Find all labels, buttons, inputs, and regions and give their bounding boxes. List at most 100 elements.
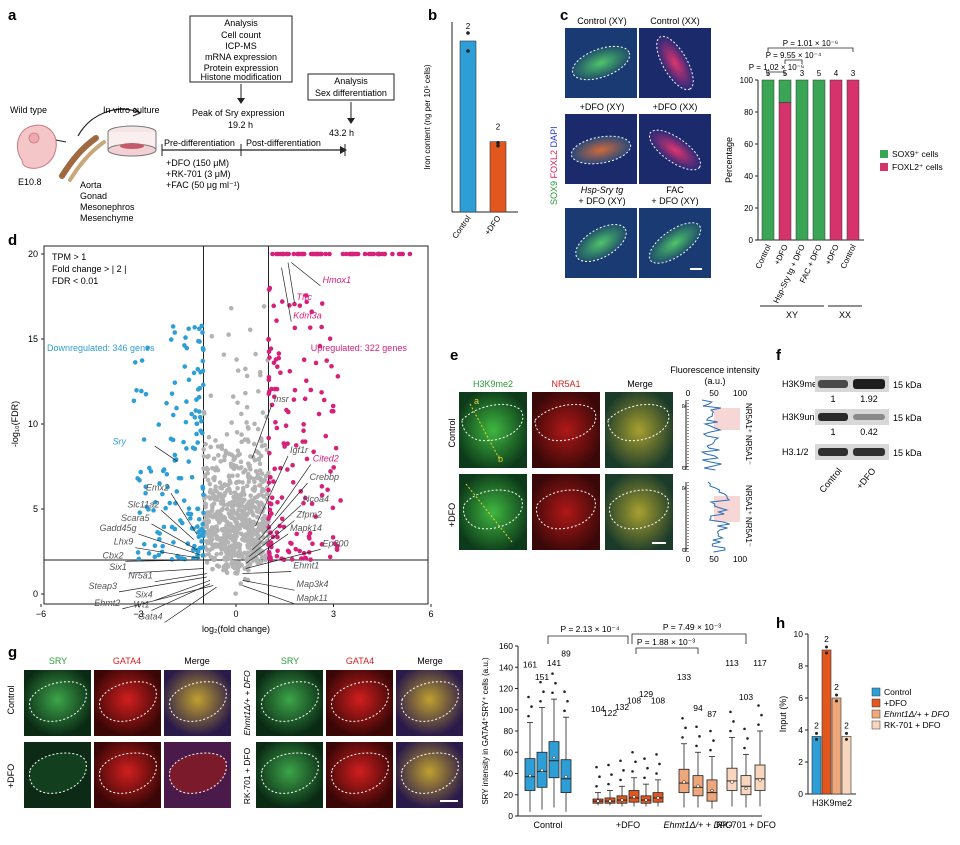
d-point-ns (231, 457, 236, 463)
d-point-ns (258, 551, 264, 557)
c-legend-swatch-foxl2 (880, 163, 888, 171)
panel-g-images: SRY GATA4 Merge Control +DFO SRY GATA4 M… (6, 656, 463, 808)
d-point-down (132, 360, 138, 365)
d-gene-left-10: Wt1 (133, 600, 149, 610)
d-point-up (283, 423, 289, 428)
d-leader-left-11 (122, 585, 214, 610)
e-fi-b-control: b (680, 466, 687, 470)
d-point-down (201, 347, 206, 353)
d-criteria-2: FDR < 0.01 (52, 276, 98, 286)
wild-type-label: Wild type (10, 105, 47, 115)
c-n-3: 5 (817, 69, 822, 78)
h-point2-1 (825, 651, 828, 655)
d-point-ns (240, 499, 246, 504)
d-point-ns (203, 441, 208, 447)
d-point-down (183, 335, 188, 340)
d-point-up-capped (291, 251, 297, 257)
g-outlier-12 (712, 739, 715, 742)
d-point-down (190, 445, 196, 451)
d-point-up (319, 301, 325, 306)
d-gene-left-2: Scara5 (121, 513, 151, 523)
d-point-up (279, 299, 285, 304)
g-outlier-8 (646, 766, 649, 770)
d-point-ns (265, 533, 271, 539)
d-point-ns (242, 504, 248, 510)
treatment-fac: +FAC (50 μg ml⁻¹) (166, 180, 240, 190)
d-point-ns (253, 468, 259, 474)
d-point-ns (250, 455, 256, 460)
d-point-ns (213, 438, 218, 443)
c-title-dfo-xy: +DFO (XY) (580, 102, 625, 112)
d-point-ns (239, 492, 245, 498)
d-point-ns (215, 494, 221, 499)
d-ytick-label-1: 5 (33, 504, 38, 514)
d-leader-sry (154, 445, 178, 462)
c-title-hspsry: Hsp-Sry tg (581, 185, 624, 195)
c-title-hspsry-2: + DFO (XY) (578, 196, 625, 206)
d-point-ns (257, 521, 263, 527)
d-point-ns (218, 551, 224, 556)
e-row-dfo: +DFO (447, 503, 457, 527)
d-point-up (266, 487, 271, 493)
d-point-up-capped (296, 251, 302, 257)
d-point-ns (232, 525, 238, 531)
d-gene-grey-4: Zfpm2 (296, 510, 323, 520)
d-point-down (194, 431, 199, 437)
d-point-down (160, 468, 166, 474)
d-point-ns (241, 470, 246, 475)
c-bar-foxl2-1 (778, 102, 792, 241)
d-point-ns (233, 591, 238, 596)
d-leader-up-3 (274, 464, 312, 516)
h-point-1 (825, 645, 828, 649)
panel-h-label: h (776, 615, 785, 632)
d-point-down (152, 543, 158, 549)
d-point-ns (264, 491, 270, 497)
post-differentiation: Post-differentiation (246, 138, 321, 148)
d-point-down (131, 398, 137, 404)
panel-b-label: b (428, 7, 437, 24)
g-mean-9 (656, 796, 660, 800)
d-point-ns (239, 439, 245, 445)
g-outlier-0 (527, 695, 530, 699)
d-point-ns (218, 543, 224, 549)
d-point-up-capped (382, 251, 388, 257)
d-point-down (197, 414, 203, 420)
d-point-ns (217, 480, 223, 485)
embryo-stage-label: E10.8 (18, 177, 42, 187)
d-point-ns (208, 554, 214, 560)
d-point-down (186, 459, 192, 464)
d-gene-grey-8: Map3k4 (297, 579, 329, 589)
d-point-up (276, 351, 282, 356)
d-point-down (146, 465, 152, 471)
d-point-up (279, 495, 285, 500)
d-point-up (266, 349, 272, 355)
g-ytick-label-4: 80 (504, 726, 514, 736)
g-ytick-label-2: 40 (504, 769, 514, 779)
d-leader-left-10 (151, 583, 211, 611)
d-point-ns (245, 461, 251, 466)
d-point-up (309, 501, 315, 507)
d-point-up-capped (275, 251, 281, 257)
d-point-down (179, 556, 185, 561)
d-point-down (134, 388, 139, 393)
d-point-down (189, 411, 194, 417)
d-point-up (290, 462, 295, 468)
g-outlier-4 (595, 784, 598, 788)
g-outlier-15 (757, 704, 760, 707)
d-point-ns (224, 523, 229, 529)
d-point-up (319, 324, 324, 330)
d-point-up (290, 480, 296, 485)
d-point-up (266, 480, 272, 485)
d-point-ns (251, 512, 256, 518)
d-gene-grey-6: Ep300 (323, 538, 349, 548)
d-point-down (165, 484, 170, 490)
d-point-up (304, 378, 309, 383)
d-point-down (172, 380, 178, 385)
d-point-down (155, 529, 160, 535)
d-point-up (323, 433, 329, 439)
d-point-up (324, 358, 330, 363)
d-point-ns (226, 451, 232, 457)
g-mean-7 (632, 795, 636, 799)
g-col-merge-right: Merge (417, 656, 443, 666)
d-point-up (267, 450, 272, 456)
